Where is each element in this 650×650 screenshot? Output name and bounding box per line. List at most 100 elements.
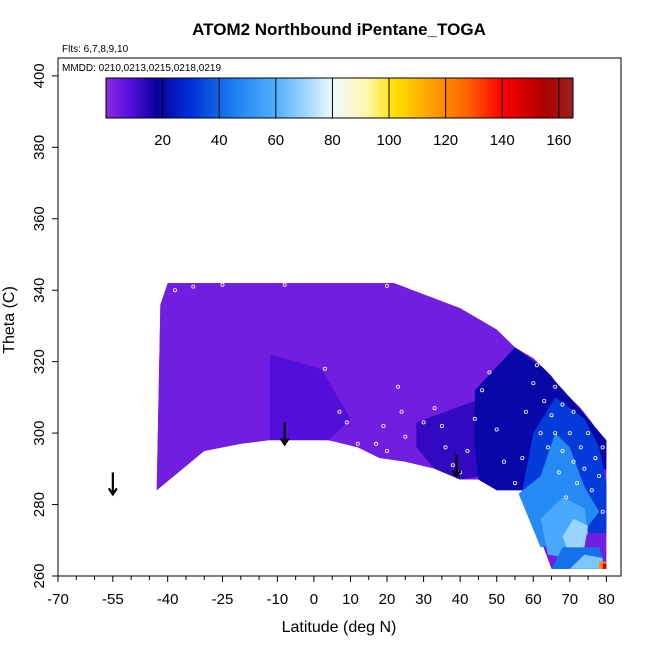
x-tick-label: 40 xyxy=(452,591,469,608)
observation-point xyxy=(439,423,444,428)
x-tick-label: 10 xyxy=(342,591,359,608)
observation-point xyxy=(172,288,177,293)
y-tick-label: 320 xyxy=(31,349,48,374)
latitude-arrows xyxy=(107,422,462,497)
colorbar-ticks: 20 40 60 80 100 120 140 160 xyxy=(154,78,571,149)
observation-point xyxy=(432,406,437,411)
x-tick-label: 80 xyxy=(598,591,615,608)
observation-point xyxy=(589,488,594,493)
observation-point xyxy=(564,495,569,500)
observation-point xyxy=(322,366,327,371)
plot-frame xyxy=(57,57,622,577)
latitude-arrow xyxy=(451,454,462,479)
observation-point xyxy=(523,409,528,414)
colorbar-tick-label: 120 xyxy=(433,132,458,149)
colorbar-tick-label: 40 xyxy=(211,132,228,149)
observation-point xyxy=(191,284,196,289)
flights-subtitle: Flts: 6,7,8,9,10 xyxy=(62,44,129,55)
observation-point xyxy=(553,384,558,389)
x-tick-label: -55 xyxy=(102,591,124,608)
observation-point xyxy=(549,413,554,418)
observation-point xyxy=(553,431,558,436)
colorbar-tick-label: 140 xyxy=(490,132,515,149)
colorbar-tick-label: 60 xyxy=(267,132,284,149)
y-tick-label: 300 xyxy=(31,421,48,446)
x-axis-label: Latitude (deg N) xyxy=(282,619,397,636)
observation-point xyxy=(501,459,506,464)
observation-point xyxy=(600,445,605,450)
observation-point xyxy=(560,402,565,407)
x-tick-label: 60 xyxy=(525,591,542,608)
observation-point xyxy=(399,409,404,414)
observation-point xyxy=(531,381,536,386)
observation-point xyxy=(220,282,225,287)
observation-point xyxy=(575,481,580,486)
x-tick-label: -25 xyxy=(212,591,234,608)
x-tick-label: -70 xyxy=(47,591,69,608)
dates-subtitle: MMDD: 0210,0213,0215,0218,0219 xyxy=(62,63,221,74)
observation-point xyxy=(556,470,561,475)
field-region xyxy=(569,554,603,569)
colorbar-tick-label: 160 xyxy=(546,132,571,149)
observation-point xyxy=(374,441,379,446)
observation-point xyxy=(381,423,386,428)
observation-point xyxy=(480,388,485,393)
x-tick-label: 30 xyxy=(415,591,432,608)
colorbar-gradient xyxy=(105,77,574,119)
field-region xyxy=(602,563,607,569)
observation-point xyxy=(384,283,389,288)
x-tick-label: 0 xyxy=(310,591,318,608)
latitude-arrow xyxy=(107,472,118,497)
observation-point xyxy=(597,473,602,478)
x-tick-label: 70 xyxy=(561,591,578,608)
y-tick-label: 280 xyxy=(31,492,48,517)
observation-point xyxy=(421,420,426,425)
observation-point xyxy=(472,416,477,421)
observation-point xyxy=(520,456,525,461)
observation-point xyxy=(582,466,587,471)
observation-point xyxy=(465,448,470,453)
y-tick-label: 400 xyxy=(31,63,48,88)
colorbar-tick-label: 100 xyxy=(377,132,402,149)
observation-point xyxy=(384,448,389,453)
latitude-arrow xyxy=(279,422,290,447)
observation-point xyxy=(494,427,499,432)
x-tick-label: 20 xyxy=(379,591,396,608)
observation-point xyxy=(578,445,583,450)
observation-point xyxy=(567,431,572,436)
y-axis: 260 280 300 320 340 360 380 400 xyxy=(31,63,58,589)
observation-point xyxy=(443,445,448,450)
observation-point xyxy=(560,448,565,453)
observation-point xyxy=(600,509,605,514)
x-tick-label: -40 xyxy=(157,591,179,608)
field-region xyxy=(270,354,351,441)
y-tick-label: 340 xyxy=(31,278,48,303)
observation-point xyxy=(487,370,492,375)
observation-point xyxy=(534,363,539,368)
x-tick-label: -10 xyxy=(267,591,289,608)
observation-point xyxy=(545,445,550,450)
observation-point xyxy=(571,409,576,414)
y-tick-label: 380 xyxy=(31,135,48,160)
observation-point xyxy=(542,398,547,403)
y-tick-label: 260 xyxy=(31,563,48,588)
x-tick-label: 50 xyxy=(488,591,505,608)
observation-point xyxy=(282,282,287,287)
observation-point xyxy=(571,459,576,464)
observation-point xyxy=(586,431,591,436)
observation-point xyxy=(538,431,543,436)
field-region xyxy=(562,518,589,555)
colorbar: 20 40 60 80 100 120 140 160 xyxy=(105,77,574,149)
x-axis: -70 -55 -40 -25 -10 0 10 20 30 40 50 60 70 80 xyxy=(47,576,615,608)
colorbar-tick-label: 20 xyxy=(154,132,171,149)
y-axis-label: Theta (C) xyxy=(1,286,18,354)
observation-point xyxy=(355,441,360,446)
chart-title: ATOM2 Northbound iPentane_TOGA xyxy=(192,20,486,39)
observation-point xyxy=(450,463,455,468)
colorbar-tick-label: 80 xyxy=(324,132,341,149)
y-tick-label: 360 xyxy=(31,206,48,231)
observation-point xyxy=(513,481,518,486)
observation-point xyxy=(337,409,342,414)
observation-point xyxy=(344,420,349,425)
